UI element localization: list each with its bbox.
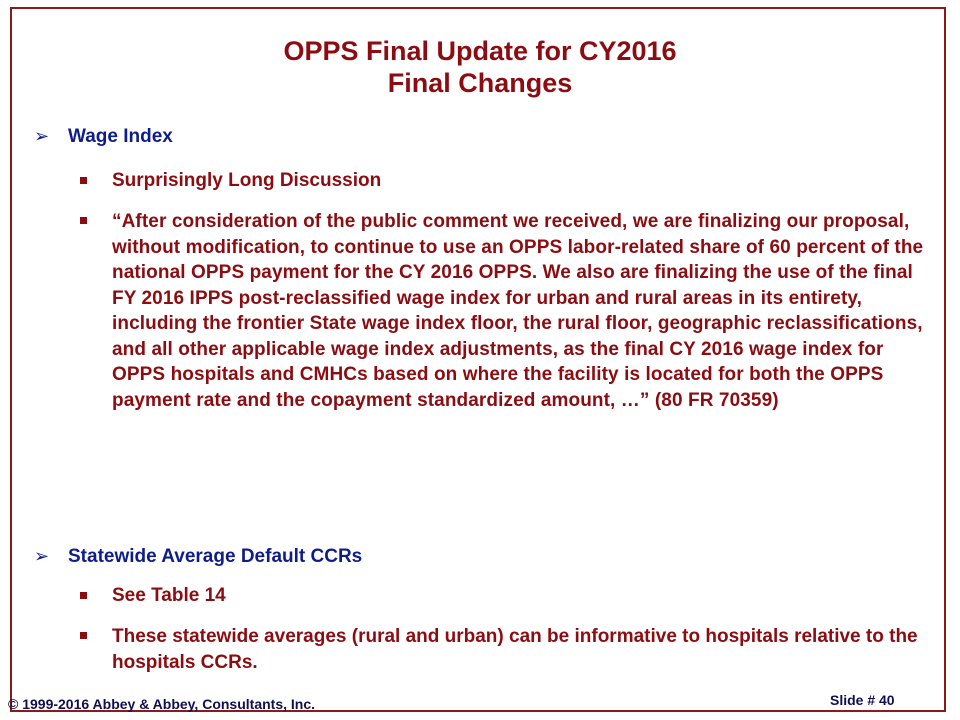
arrow-bullet-icon: ➢	[34, 126, 50, 146]
arrow-bullet-icon: ➢	[34, 546, 50, 566]
slide-title: OPPS Final Update for CY2016	[283, 36, 677, 66]
bullet-statewide-ccrs: ➢ Statewide Average Default CCRs	[34, 544, 362, 569]
bullet-label: Wage Index	[68, 126, 173, 147]
square-bullet-icon	[80, 632, 87, 639]
footer-copyright: © 1999-2016 Abbey & Abbey, Consultants, …	[8, 696, 315, 712]
slide-subtitle: Final Changes	[387, 68, 573, 98]
sub-bullet-text: These statewide averages (rural and urba…	[112, 626, 918, 673]
slide-number: Slide # 40	[830, 692, 895, 708]
quote-text: “After consideration of the public comme…	[112, 211, 924, 411]
sub-bullet-text: See Table 14	[112, 585, 226, 606]
square-bullet-icon	[80, 217, 87, 224]
square-bullet-icon	[80, 177, 87, 184]
bullet-label: Statewide Average Default CCRs	[68, 546, 363, 567]
bullet-wage-index: ➢ Wage Index	[34, 124, 173, 149]
slide-frame	[10, 7, 946, 712]
sub-bullet-text: Surprisingly Long Discussion	[112, 170, 382, 191]
square-bullet-icon	[80, 592, 87, 599]
